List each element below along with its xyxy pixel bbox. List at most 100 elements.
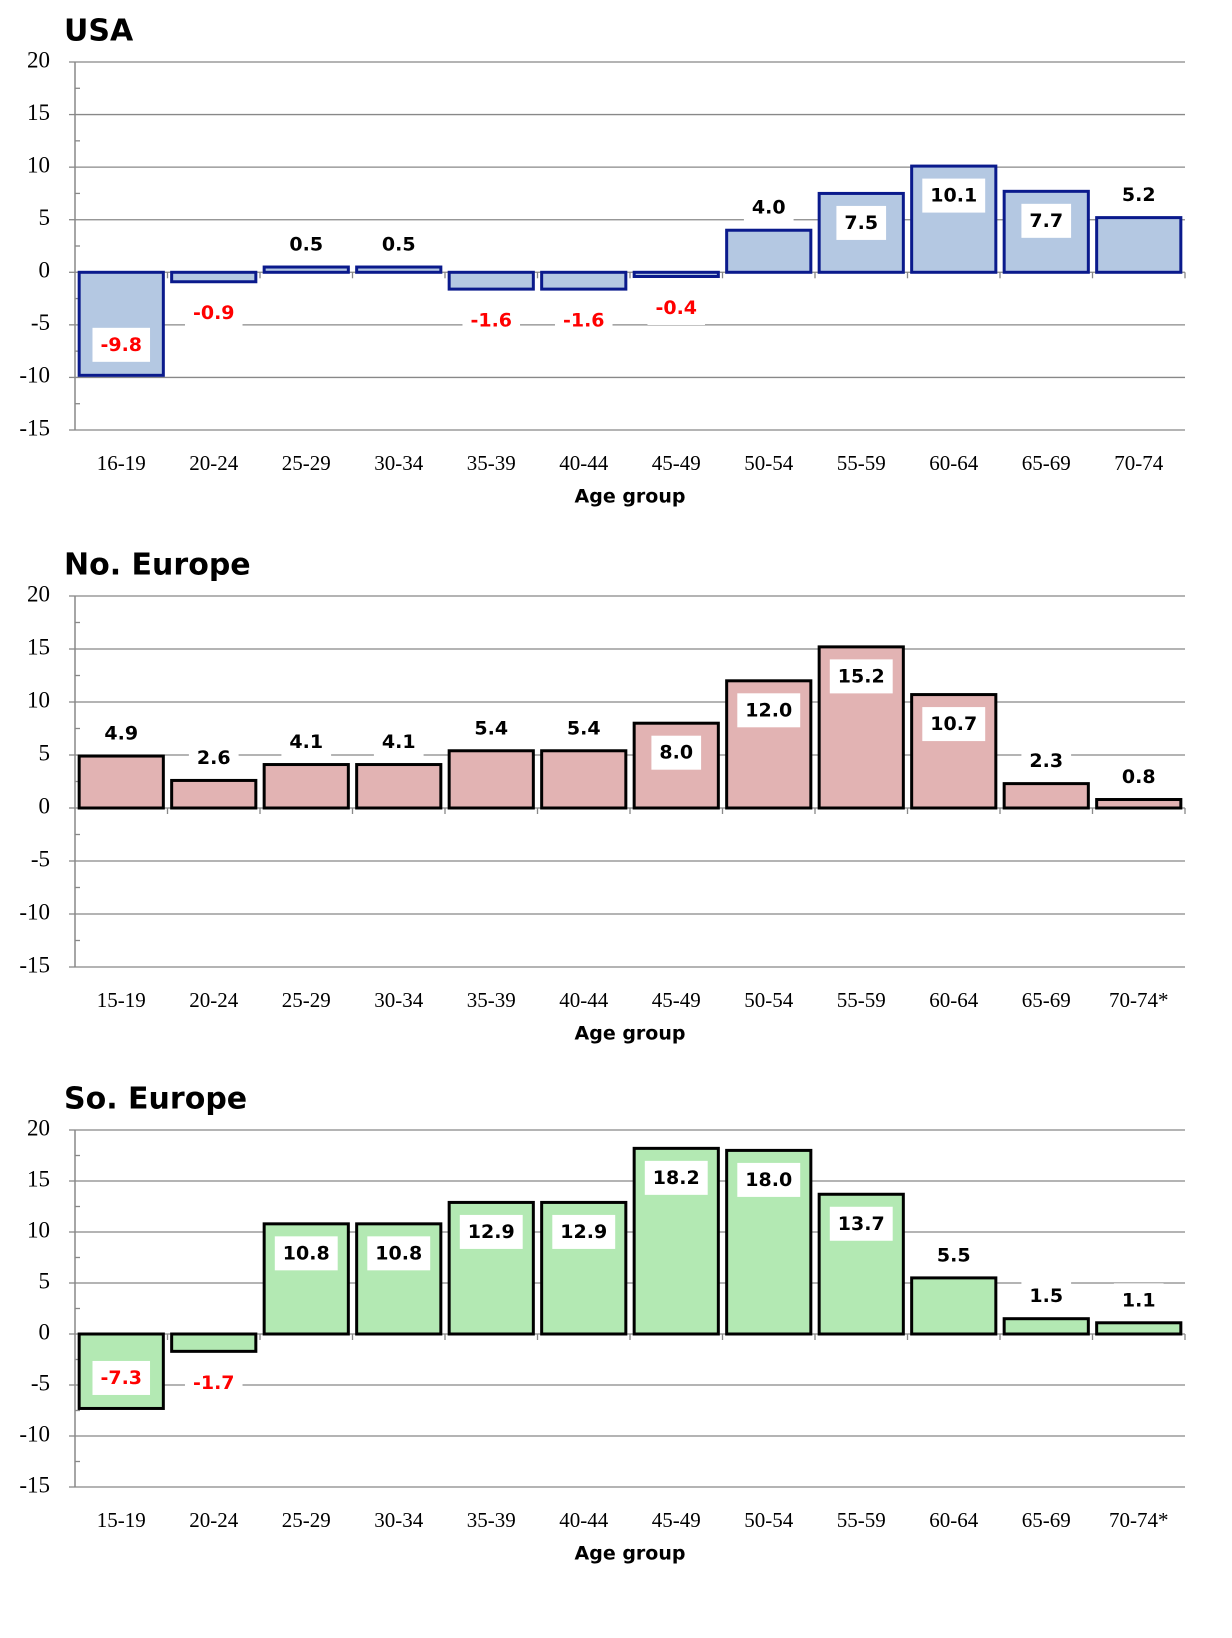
bar [1002, 1317, 1090, 1336]
x-tick-label: 16-19 [97, 451, 146, 475]
value-label-bg [743, 190, 794, 225]
y-tick-label: 10 [27, 687, 50, 712]
y-tick-label: 0 [39, 1319, 51, 1344]
value-label: 8.0 [659, 742, 693, 764]
y-tick-label: 0 [39, 793, 51, 818]
value-label: -1.6 [563, 310, 605, 332]
value-label-bg [552, 1214, 616, 1249]
x-axis-label: Age group [575, 486, 686, 508]
y-tick-label: -15 [19, 415, 50, 440]
x-tick-label: 70-74* [1109, 1508, 1169, 1532]
value-label-bg [922, 707, 986, 742]
x-tick-label: 60-64 [929, 451, 978, 475]
value-label: 10.7 [930, 713, 977, 735]
x-tick-label: 50-54 [744, 1508, 793, 1532]
x-tick-label: 55-59 [837, 988, 886, 1012]
x-tick-label: 45-49 [652, 988, 701, 1012]
value-label: 4.1 [382, 731, 416, 753]
bar [540, 270, 628, 291]
x-tick-label: 20-24 [189, 451, 238, 475]
x-tick-label: 45-49 [652, 451, 701, 475]
chart-title: No. Europe [64, 548, 251, 583]
value-label: 13.7 [838, 1213, 885, 1235]
x-tick-label: 30-34 [374, 1508, 423, 1532]
bar [1095, 216, 1183, 274]
x-tick-label: 40-44 [559, 451, 608, 475]
x-tick-label: 30-34 [374, 451, 423, 475]
value-label-bg [1021, 1279, 1072, 1314]
chart-title: So. Europe [64, 1082, 247, 1117]
bar [447, 749, 535, 810]
value-label-bg [367, 1236, 431, 1271]
y-tick-label: -15 [19, 952, 50, 977]
value-label-bg [459, 1214, 523, 1249]
value-label: -0.9 [193, 302, 235, 324]
value-label: 4.1 [289, 731, 323, 753]
value-label-bg [1021, 203, 1072, 238]
y-tick-label: -10 [19, 363, 50, 388]
x-tick-label: 40-44 [559, 1508, 608, 1532]
value-label: -1.7 [193, 1372, 235, 1394]
x-tick-label: 55-59 [837, 1508, 886, 1532]
x-tick-label: 30-34 [374, 988, 423, 1012]
value-label-bg [554, 303, 613, 338]
value-label-bg [836, 205, 887, 240]
bar [170, 1332, 258, 1353]
value-label-bg [1113, 760, 1164, 795]
value-label-bg [96, 716, 147, 751]
x-tick-label: 20-24 [189, 1508, 238, 1532]
y-tick-label: 10 [27, 152, 50, 177]
x-tick-label: 65-69 [1022, 988, 1071, 1012]
x-tick-label: 60-64 [929, 988, 978, 1012]
value-label-bg [829, 1206, 893, 1241]
value-label-bg [188, 740, 239, 775]
x-tick-label: 50-54 [744, 988, 793, 1012]
bar [355, 265, 443, 274]
value-label: -1.6 [470, 310, 512, 332]
bar [632, 270, 720, 278]
value-label-bg [184, 296, 243, 331]
value-label-bg [1021, 744, 1072, 779]
value-label: 5.5 [937, 1244, 971, 1266]
x-tick-label: 35-39 [467, 451, 516, 475]
y-tick-label: -10 [19, 1421, 50, 1446]
y-tick-label: 20 [27, 47, 50, 72]
y-tick-label: 20 [27, 581, 50, 606]
x-axis-label: Age group [575, 1543, 686, 1565]
bar [1002, 782, 1090, 810]
value-label: 7.7 [1029, 210, 1063, 232]
value-label-bg [92, 327, 151, 362]
x-tick-label: 65-69 [1022, 1508, 1071, 1532]
y-tick-label: 10 [27, 1217, 50, 1242]
x-tick-label: 50-54 [744, 451, 793, 475]
x-tick-label: 70-74* [1109, 988, 1169, 1012]
value-label: 12.9 [560, 1221, 607, 1243]
x-tick-label: 35-39 [467, 1508, 516, 1532]
value-label: 12.9 [468, 1221, 515, 1243]
value-label: 0.8 [1122, 766, 1156, 788]
value-label: 0.5 [289, 234, 323, 256]
x-tick-label: 25-29 [282, 451, 331, 475]
y-tick-label: -5 [31, 1370, 50, 1395]
value-label-bg [737, 693, 801, 728]
value-label: 15.2 [838, 665, 885, 687]
value-label-bg [922, 178, 986, 213]
y-tick-label: 15 [27, 1166, 50, 1191]
value-label-bg [1113, 1283, 1164, 1318]
bar [910, 1276, 998, 1336]
value-label-bg [281, 725, 332, 760]
value-label: 18.2 [653, 1167, 700, 1189]
value-label: 2.3 [1029, 750, 1063, 772]
x-tick-label: 20-24 [189, 988, 238, 1012]
y-tick-label: -15 [19, 1472, 50, 1497]
value-label: 1.1 [1122, 1289, 1156, 1311]
value-label: 7.5 [844, 212, 878, 234]
bar [1095, 798, 1183, 810]
value-label: 1.5 [1029, 1285, 1063, 1307]
value-label-bg [466, 711, 517, 746]
bar [170, 270, 258, 284]
value-label: -0.4 [655, 297, 697, 319]
value-label: 10.8 [283, 1242, 330, 1264]
y-tick-label: -5 [31, 846, 50, 871]
